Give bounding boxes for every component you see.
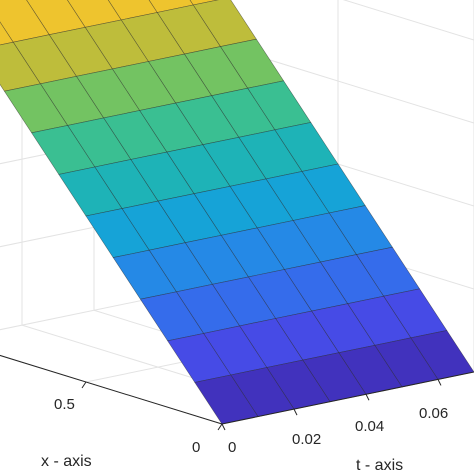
t-tick-2: 0.04: [355, 418, 384, 435]
t-tick-mark-1: [293, 408, 298, 416]
x-axis-label: x - axis: [41, 453, 92, 470]
t-axis-line: [221, 371, 474, 425]
x-tick-mark-1: [81, 381, 87, 389]
x-tick-0: 0: [192, 439, 200, 456]
t-tick-0: 0: [228, 439, 236, 456]
x-tick-1: 0.5: [54, 396, 75, 413]
t-tick-mark-3: [437, 379, 442, 386]
t-tick-mark-2: [365, 394, 370, 401]
t-tick-3: 0.06: [419, 405, 448, 422]
tick-labels: 0 0.02 0.04 0.06 0 0.5: [54, 396, 448, 456]
t-tick-1: 0.02: [292, 431, 321, 448]
grid-right-h-4: [342, 0, 474, 41]
x-tick-mark-0: [217, 423, 223, 431]
surface-patches: [0, 0, 474, 425]
axes-lines: [0, 354, 474, 431]
t-axis-label: t - axis: [356, 457, 403, 474]
t-tick-mark-0: [221, 423, 226, 431]
